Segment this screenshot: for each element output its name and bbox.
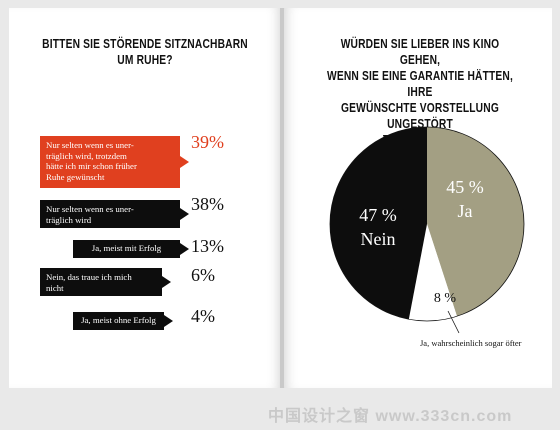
right-title-line-1: WÜRDEN SIE LIEBER INS KINO GEHEN, bbox=[340, 37, 500, 67]
answer-bar-4-pointer bbox=[162, 276, 171, 288]
answer-bar-4: Nein, das traue ich mich nicht bbox=[40, 268, 171, 296]
left-title-line-2: UM RUHE? bbox=[117, 53, 173, 67]
left-question-title: BITTEN SIE STÖRENDE SITZNACHBARN UM RUHE… bbox=[33, 36, 256, 68]
watermark-text: 中国设计之窗 www.333cn.com bbox=[268, 408, 513, 425]
left-title-line-1: BITTEN SIE STÖRENDE SITZNACHBARN bbox=[42, 37, 248, 51]
book-gutter bbox=[280, 8, 285, 388]
pie-label-nein-name: Nein bbox=[361, 229, 396, 249]
pie-slice-ja bbox=[427, 127, 524, 317]
pie-annotation-leader bbox=[447, 310, 460, 334]
answer-percent-1: 39% bbox=[191, 132, 224, 152]
answer-bar-2-line-2: träglich wird bbox=[46, 214, 92, 225]
pie-label-8-percent: 8 % bbox=[434, 291, 457, 306]
pie-annotation-oefter: Ja, wahrscheinlich sogar öfter bbox=[420, 338, 522, 348]
answer-percent-2: 38% bbox=[191, 194, 224, 214]
answer-bar-4-line-1: Nein, das traue ich mich bbox=[46, 272, 132, 282]
answer-bar-1-line-3: hätte ich mir schon früher bbox=[46, 161, 137, 171]
answer-bar-1-line-2: träglich wird, trotzdem bbox=[46, 150, 127, 161]
right-question-title: WÜRDEN SIE LIEBER INS KINO GEHEN, WENN S… bbox=[322, 36, 519, 148]
answer-percent-3: 13% bbox=[191, 236, 224, 256]
right-title-line-2: WENN SIE EINE GARANTIE HÄTTEN, IHRE bbox=[326, 69, 514, 99]
pie-label-ja-name: Ja bbox=[458, 201, 473, 221]
answer-bar-1-line-1: Nur selten wenn es uner- bbox=[46, 140, 134, 150]
answer-percent-5: 4% bbox=[191, 306, 215, 326]
pie-outline bbox=[329, 126, 525, 322]
answer-bar-2-line-1: Nur selten wenn es uner- bbox=[46, 204, 134, 214]
pie-slice-ja bbox=[408, 224, 457, 321]
answer-bar-2-pointer bbox=[180, 208, 189, 220]
answer-bar-5-line-1: Ja, meist ohne Erfolg bbox=[81, 315, 156, 325]
answer-bar-1-pointer bbox=[180, 156, 189, 168]
pie-slice-nein bbox=[330, 127, 427, 320]
answer-bar-3: Ja, meist mit Erfolg bbox=[73, 240, 189, 258]
pie-label-ja-percent: 45 % bbox=[446, 177, 484, 197]
answer-bar-1-line-4: Ruhe gewünscht bbox=[46, 171, 105, 182]
answer-bar-2: Nur selten wenn es uner-träglich wird bbox=[40, 200, 189, 228]
answer-bar-5: Ja, meist ohne Erfolg bbox=[73, 312, 173, 330]
answer-percent-4: 6% bbox=[191, 265, 215, 285]
answer-bar-3-line-1: Ja, meist mit Erfolg bbox=[91, 243, 162, 253]
answer-bar-4-line-2: nicht bbox=[46, 282, 64, 293]
answer-bar-3-pointer bbox=[180, 243, 189, 255]
pie-label-nein-percent: 47 % bbox=[359, 205, 397, 225]
answer-bar-1: Nur selten wenn es uner-träglich wird, t… bbox=[40, 136, 189, 188]
answer-bar-5-pointer bbox=[164, 315, 173, 327]
